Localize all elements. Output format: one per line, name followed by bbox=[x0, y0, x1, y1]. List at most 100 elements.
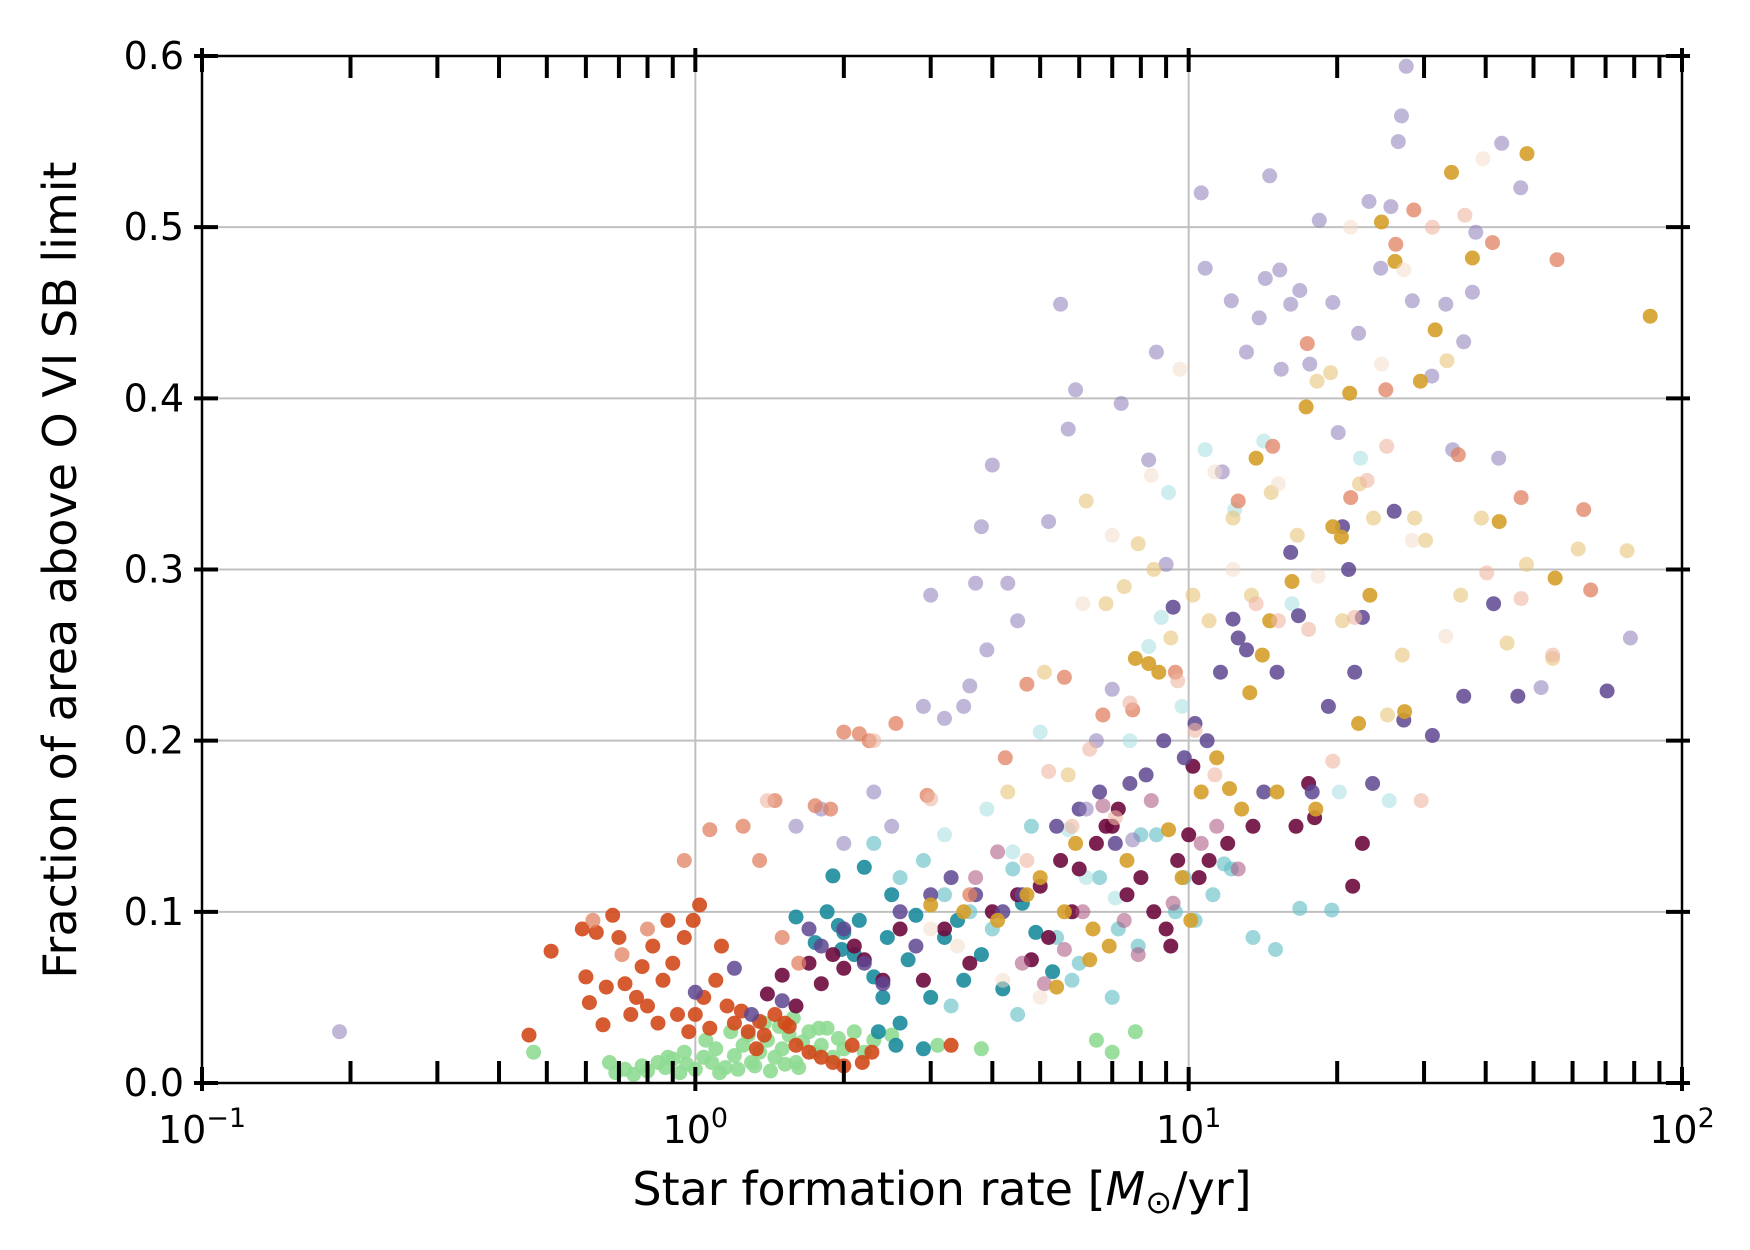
scatter-point-green bbox=[846, 1024, 862, 1040]
scatter-point-maroon-light bbox=[1095, 798, 1111, 814]
scatter-point-purple bbox=[774, 993, 790, 1009]
scatter-point-teal bbox=[1045, 964, 1061, 980]
scatter-point-purple-light bbox=[923, 587, 939, 603]
scatter-point-purple-light bbox=[1223, 293, 1239, 309]
scatter-point-purple-light bbox=[1533, 680, 1549, 696]
scatter-point-salmon bbox=[1056, 669, 1072, 685]
scatter-point-gold bbox=[1049, 979, 1065, 995]
scatter-point-teal-faint bbox=[1161, 485, 1176, 500]
scatter-point-faint bbox=[1404, 532, 1420, 548]
scatter-point-green bbox=[930, 1037, 946, 1053]
scatter-point-teal bbox=[892, 1015, 908, 1031]
scatter-point-orange-red bbox=[676, 930, 692, 945]
scatter-point-gold bbox=[1019, 887, 1035, 903]
scatter-point-purple-light bbox=[1251, 310, 1267, 326]
scatter-point-maroon bbox=[1288, 818, 1304, 834]
scatter-point-faint bbox=[995, 972, 1011, 988]
scatter-point-orange-red bbox=[588, 924, 604, 940]
scatter-point-purple-light bbox=[1404, 293, 1420, 309]
scatter-point-maroon-light bbox=[1143, 793, 1159, 809]
scatter-point-purple-light bbox=[1438, 296, 1454, 312]
scatter-point-orange-red bbox=[767, 1007, 783, 1022]
scatter-point-salmon bbox=[676, 853, 692, 868]
scatter-point-purple-light bbox=[1041, 514, 1057, 530]
scatter-point-orange-red bbox=[844, 1037, 860, 1053]
scatter-point-purple-light bbox=[1078, 801, 1094, 817]
scatter-point-salmon bbox=[888, 716, 904, 731]
scatter-point-gold-light bbox=[1335, 613, 1350, 629]
scatter-point-purple bbox=[856, 955, 872, 971]
scatter-point-teal bbox=[825, 868, 841, 884]
scatter-point-green bbox=[1104, 1044, 1120, 1060]
scatter-point-maroon-light bbox=[990, 844, 1006, 860]
scatter-point-gold bbox=[1174, 870, 1190, 886]
scatter-point-orange-red bbox=[726, 1015, 742, 1031]
scatter-point-purple-light bbox=[1060, 421, 1076, 437]
scatter-point-gold-light bbox=[1000, 784, 1016, 800]
scatter-point-maroon bbox=[1191, 870, 1207, 886]
scatter-point-purple-light bbox=[956, 698, 972, 714]
y-tick-label: 0.3 bbox=[124, 548, 184, 592]
scatter-point-gold-light bbox=[1407, 510, 1423, 526]
scatter-point-gold bbox=[1298, 399, 1314, 415]
scatter-point-gold-light bbox=[1060, 767, 1076, 783]
scatter-point-faint bbox=[1310, 568, 1326, 584]
scatter-point-salmon-light bbox=[1301, 621, 1317, 637]
scatter-point-salmon-light bbox=[866, 733, 882, 749]
scatter-point-orange-red bbox=[685, 912, 701, 928]
scatter-point-gold-light bbox=[1499, 635, 1515, 651]
scatter-point-gold bbox=[1193, 784, 1209, 800]
scatter-point-purple-light bbox=[332, 1024, 347, 1040]
scatter-point-orange-red bbox=[854, 1055, 870, 1070]
scatter-point-purple bbox=[1256, 784, 1272, 800]
scatter-point-teal-faint bbox=[1153, 609, 1169, 625]
scatter-point-gold bbox=[1151, 664, 1167, 680]
scatter-point-purple-light bbox=[1394, 108, 1409, 124]
scatter-point-salmon-light bbox=[1359, 473, 1375, 488]
scatter-point-salmon-light bbox=[1019, 853, 1035, 868]
scatter-point-gold bbox=[1308, 801, 1324, 817]
scatter-point-orange-red bbox=[595, 1017, 611, 1033]
scatter-point-maroon bbox=[1220, 835, 1236, 851]
scatter-point-maroon bbox=[1133, 870, 1149, 886]
scatter-point-salmon bbox=[962, 887, 978, 903]
scatter-point-maroon-light bbox=[1130, 947, 1146, 963]
scatter-point-purple-light bbox=[1398, 58, 1414, 74]
scatter-point-purple bbox=[1599, 683, 1615, 699]
scatter-point-teal-light bbox=[1245, 930, 1261, 945]
scatter-point-teal-faint bbox=[1122, 733, 1138, 749]
scatter-point-green bbox=[813, 1037, 829, 1053]
scatter-point-purple-light bbox=[1373, 260, 1389, 276]
scatter-point-faint bbox=[1075, 596, 1091, 612]
scatter-point-orange-red bbox=[640, 998, 655, 1014]
scatter-point-gold bbox=[1161, 822, 1176, 838]
scatter-point-orange-red bbox=[598, 979, 614, 995]
scatter-point-gold bbox=[1412, 373, 1428, 389]
scatter-point-purple bbox=[875, 976, 891, 992]
scatter-point-faint bbox=[1207, 464, 1223, 480]
scatter-point-teal-light bbox=[1092, 870, 1108, 886]
scatter-point-purple-light bbox=[1053, 296, 1069, 312]
scatter-point-purple-light bbox=[1239, 344, 1254, 360]
scatter-point-purple bbox=[687, 984, 703, 1000]
scatter-point-gold-light bbox=[1473, 510, 1489, 526]
scatter-point-purple-light bbox=[915, 698, 931, 714]
scatter-point-gold bbox=[1101, 938, 1117, 954]
scatter-point-salmon-light bbox=[1187, 722, 1203, 738]
scatter-point-maroon-light bbox=[1116, 912, 1132, 928]
scatter-point-salmon bbox=[823, 801, 839, 817]
scatter-point-purple bbox=[1347, 664, 1363, 680]
scatter-point-maroon bbox=[937, 921, 952, 937]
x-tick-labels: 10−1 100 101 102 bbox=[158, 1103, 1715, 1152]
scatter-point-salmon bbox=[1230, 493, 1246, 509]
x-tick-label: 101 bbox=[1156, 1103, 1222, 1152]
scatter-point-orange-red bbox=[670, 1007, 685, 1022]
scatter-point-purple-light bbox=[884, 818, 900, 834]
scatter-point-gold bbox=[1491, 514, 1507, 530]
scatter-point-teal-light bbox=[1216, 856, 1232, 872]
scatter-point-teal bbox=[819, 904, 835, 920]
scatter-point-green bbox=[712, 1065, 728, 1081]
scatter-point-purple bbox=[1291, 608, 1306, 624]
scatter-point-maroon bbox=[813, 976, 829, 992]
scatter-point-gold bbox=[1248, 450, 1264, 466]
